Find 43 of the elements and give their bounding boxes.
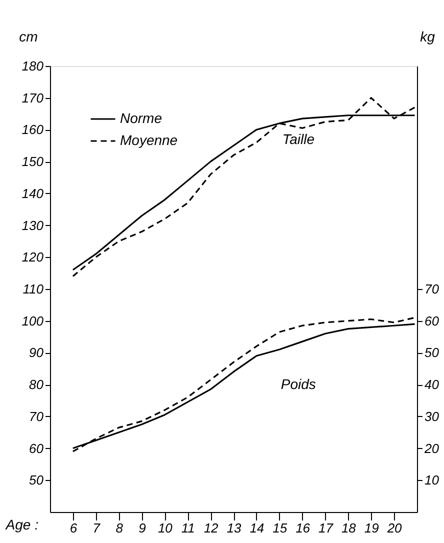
y-tick-label: 70 [29, 408, 44, 424]
x-tick-label: 11 [181, 520, 195, 536]
y2-tick-label: 10 [424, 472, 440, 488]
x-tick-label: 10 [158, 520, 174, 536]
y-tick-label: 180 [22, 58, 44, 74]
x-tick-label: 16 [296, 520, 311, 536]
y-tick-label: 60 [29, 440, 44, 456]
y-tick-label: 90 [29, 345, 44, 360]
y-axis-title: cm [19, 28, 38, 44]
y-tick-label: 80 [29, 377, 44, 392]
x-tick-label: 18 [341, 520, 357, 536]
y2-tick-label: 50 [424, 345, 440, 360]
legend-label: Moyenne [120, 132, 178, 148]
legend-label: Norme [120, 110, 162, 126]
x-tick-label: 8 [116, 520, 124, 536]
y-tick-label: 50 [29, 472, 44, 488]
x-tick-label: 19 [364, 520, 379, 536]
x-tick-label: 15 [272, 520, 288, 536]
y-tick-label: 150 [22, 154, 44, 170]
x-tick-label: 14 [250, 520, 264, 536]
y2-tick-label: 60 [424, 313, 440, 328]
x-tick-label: 7 [92, 520, 101, 536]
y-tick-label: 160 [22, 122, 44, 138]
y-tick-label: 100 [22, 313, 44, 328]
y2-tick-label: 40 [424, 377, 440, 392]
y2-tick-label: 20 [424, 440, 440, 456]
annotation: Poids [280, 376, 316, 392]
x-axis-title: Age : [4, 516, 39, 532]
annotation: Taille [282, 130, 315, 147]
y2-axis-title: kg [420, 28, 436, 44]
y-tick-label: 110 [22, 282, 44, 296]
y-tick-label: 120 [22, 250, 44, 265]
x-tick-label: 13 [226, 520, 242, 536]
y2-tick-label: 70 [424, 282, 440, 296]
y-tick-label: 140 [22, 186, 44, 201]
x-tick-label: 20 [386, 520, 403, 536]
x-tick-label: 17 [318, 520, 334, 536]
y-tick-label: 170 [22, 90, 44, 106]
y2-tick-label: 30 [424, 408, 440, 424]
x-tick-label: 9 [138, 520, 146, 536]
x-tick-label: 6 [70, 520, 78, 536]
y-tick-label: 130 [22, 218, 44, 233]
x-tick-label: 12 [204, 520, 220, 536]
